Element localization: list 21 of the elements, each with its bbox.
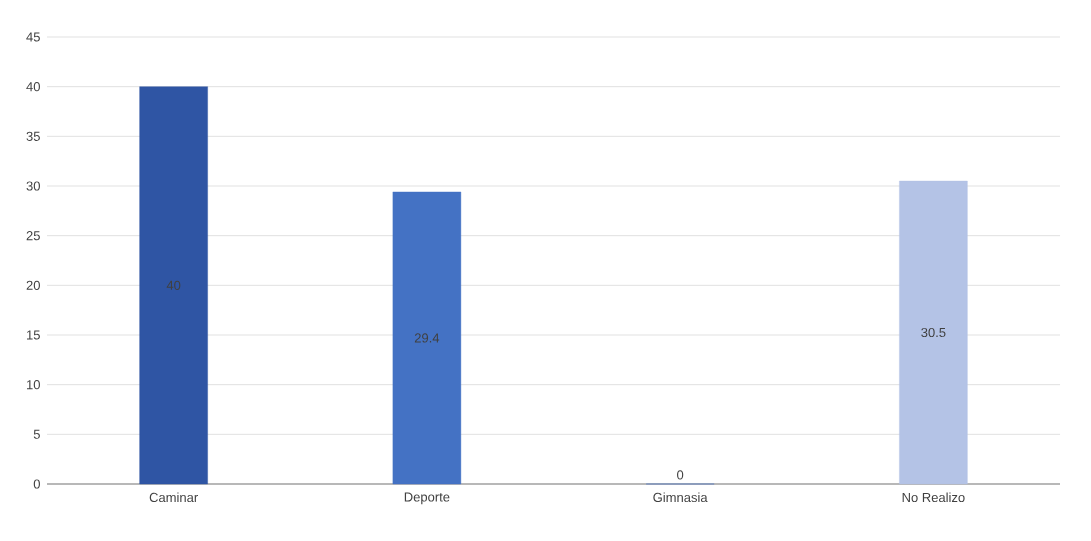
y-tick-label: 25 [26,231,40,241]
y-tick-label: 45 [26,32,40,42]
x-tick-label: Caminar [149,492,198,503]
y-tick-label: 5 [33,429,40,439]
y-tick-label: 40 [26,82,40,92]
data-label: 30.5 [921,327,946,338]
bar [899,180,968,485]
data-label: 40 [166,280,181,290]
y-tick-label: 0 [33,479,40,489]
y-tick-label: 15 [27,330,40,340]
x-tick-label: No Realizo [902,492,965,503]
y-tick-label: 10 [27,380,40,390]
data-label: 29.4 [414,333,440,343]
bar [139,86,208,485]
y-tick-label: 30 [26,181,40,191]
x-tick-label: Gimnasia [653,492,708,503]
x-tick-label: Deporte [404,492,450,505]
data-label: 0 [677,470,684,480]
bar [392,191,462,485]
y-tick-label: 35 [26,131,40,141]
y-tick-label: 20 [26,280,40,290]
